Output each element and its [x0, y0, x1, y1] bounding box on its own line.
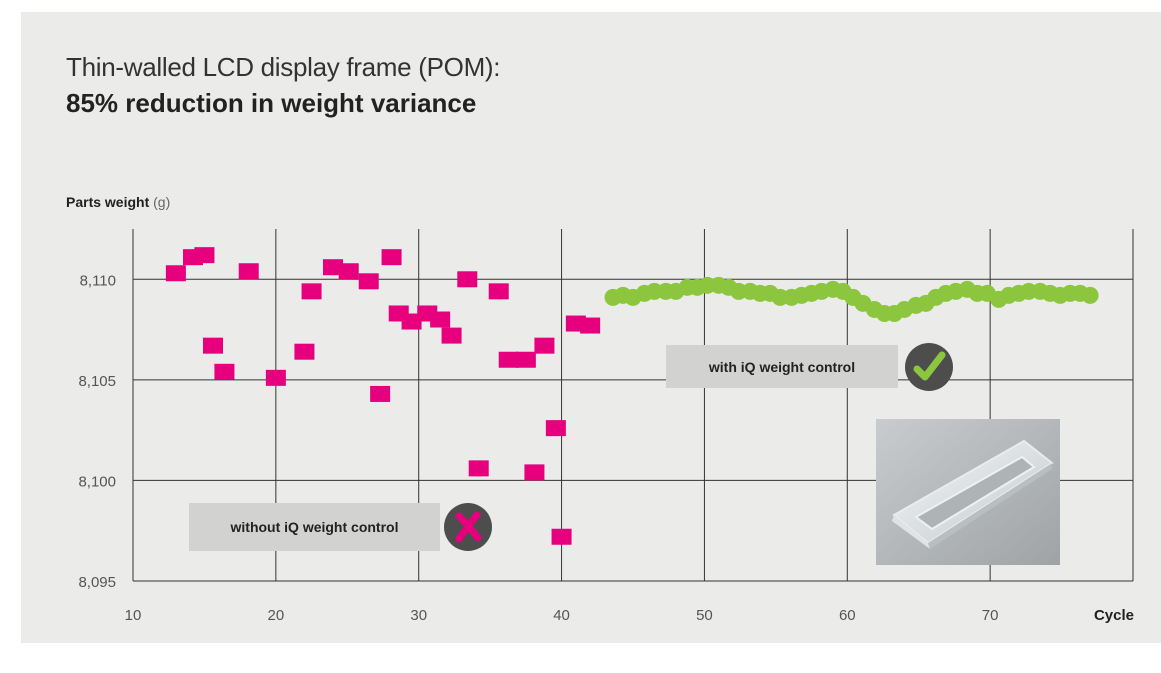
data-point-square	[381, 249, 402, 266]
data-point-square	[301, 283, 322, 300]
data-point-square	[238, 263, 259, 280]
note-with-control: with iQ weight control	[666, 345, 898, 388]
data-point-square	[323, 259, 343, 276]
x-tick-label: 20	[268, 607, 285, 624]
data-point-square	[338, 263, 359, 280]
y-axis-label: Parts weight (g)	[66, 194, 170, 210]
y-axis-unit: (g)	[153, 194, 171, 210]
series-with-control	[604, 276, 1099, 322]
y-tick-label: 8,095	[78, 574, 116, 591]
x-tick-label: 10	[125, 607, 142, 624]
data-point-square	[401, 313, 422, 330]
data-point-square	[498, 351, 519, 368]
data-point-square	[488, 283, 509, 300]
x-tick-label: 70	[982, 607, 999, 624]
data-point-square	[203, 337, 223, 354]
x-axis-label: Cycle	[1094, 607, 1134, 624]
x-tick-label: 60	[839, 607, 856, 624]
data-point-square	[468, 460, 489, 477]
chart-title-line1: Thin-walled LCD display frame (POM):	[66, 52, 501, 82]
series-without-control	[165, 247, 601, 545]
data-point-square	[457, 271, 478, 288]
data-point-square	[370, 385, 391, 402]
data-point-circle	[1081, 286, 1099, 304]
data-series	[165, 247, 1099, 545]
note-without-control: without iQ weight control	[189, 503, 440, 551]
data-point-square	[534, 337, 555, 354]
data-point-square	[580, 317, 601, 334]
data-point-square	[294, 343, 315, 360]
data-point-square	[214, 363, 235, 380]
data-point-square	[524, 464, 545, 481]
x-tick-label: 50	[696, 607, 713, 624]
data-point-square	[358, 273, 379, 290]
y-tick-label: 8,110	[80, 272, 116, 289]
lcd-frame-photo	[876, 419, 1060, 565]
chart-title-line2: 85% reduction in weight variance	[66, 88, 477, 118]
y-axis-label-text: Parts weight	[66, 194, 150, 210]
check-icon	[905, 343, 953, 391]
tick-labels: 10 20 30 40 50 60 70 8,095 8,100 8,105 8,110	[78, 272, 998, 624]
cross-icon	[444, 503, 492, 551]
data-point-square	[441, 327, 462, 344]
data-point-square	[265, 369, 286, 386]
data-point-square	[545, 420, 566, 437]
x-tick-label: 30	[410, 607, 427, 624]
data-point-square	[194, 247, 215, 264]
x-tick-label: 40	[553, 607, 570, 624]
data-point-square	[430, 311, 451, 328]
data-point-square	[165, 265, 186, 282]
y-tick-label: 8,105	[78, 373, 116, 390]
y-tick-label: 8,100	[78, 473, 116, 490]
data-point-square	[551, 528, 572, 545]
data-point-square	[515, 351, 536, 368]
